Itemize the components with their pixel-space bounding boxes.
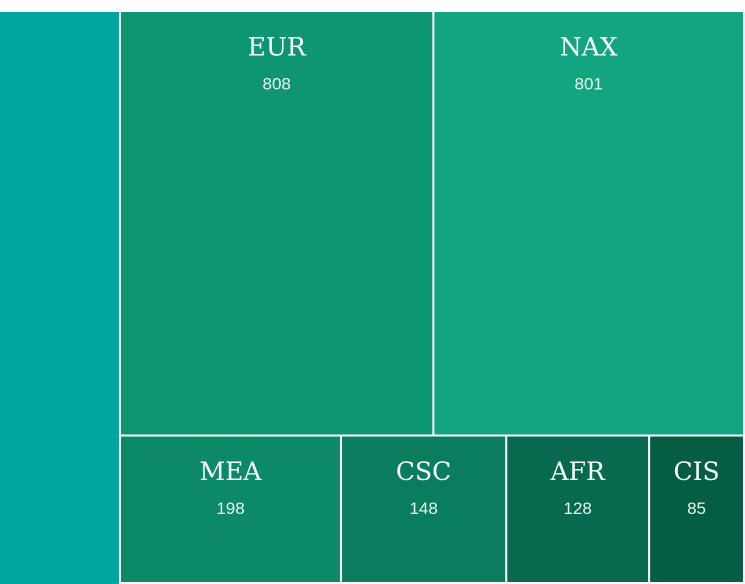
tile-value: 808 bbox=[262, 74, 290, 93]
tile bbox=[650, 436, 743, 582]
tile-label: CSC bbox=[396, 457, 451, 486]
tile-value: 198 bbox=[216, 499, 244, 518]
tile-value: 85 bbox=[687, 499, 706, 518]
tile bbox=[434, 12, 743, 435]
tile-label: MEA bbox=[200, 457, 263, 486]
cropped-tile bbox=[0, 12, 119, 584]
tile-label: AFR bbox=[550, 457, 606, 486]
tile bbox=[342, 436, 506, 582]
tile-value: 801 bbox=[574, 74, 602, 93]
tile-label: NAX bbox=[560, 33, 618, 62]
tile bbox=[507, 436, 649, 582]
tile bbox=[121, 12, 433, 435]
tile-value: 128 bbox=[563, 499, 591, 518]
tile-value: 148 bbox=[409, 499, 437, 518]
tile-label: EUR bbox=[248, 33, 307, 62]
tile-label: CIS bbox=[673, 457, 719, 486]
tile bbox=[121, 436, 341, 582]
